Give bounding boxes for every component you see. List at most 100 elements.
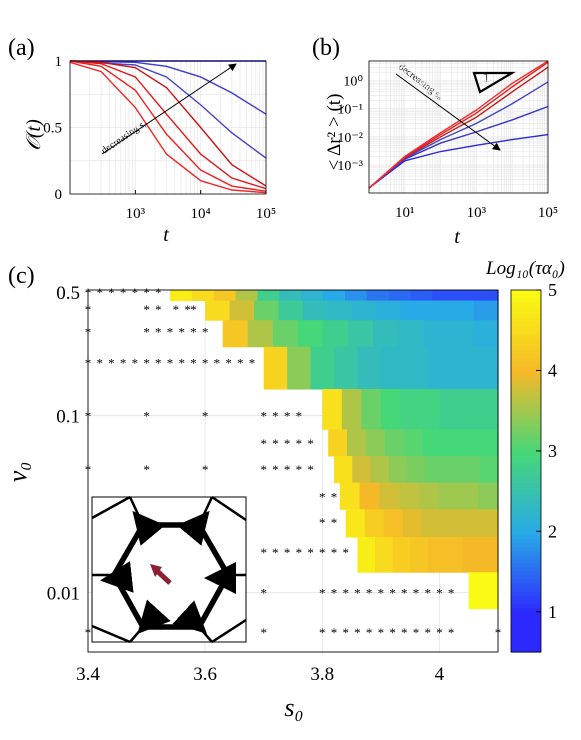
- colorbar-segment: [511, 458, 541, 464]
- c-heat-cell: [472, 320, 499, 348]
- c-heat-cell: [400, 389, 421, 430]
- c-marker: *: [96, 355, 103, 370]
- c-marker: *: [143, 324, 150, 339]
- b-xtick-label: 10⁵: [538, 205, 558, 221]
- c-heat-cell: [287, 346, 312, 390]
- c-heat-cell: [301, 290, 324, 302]
- c-marker: *: [331, 625, 338, 640]
- c-heat-cell: [440, 509, 461, 538]
- c-marker: *: [132, 355, 139, 370]
- b-axes-frame: [368, 60, 549, 194]
- colorbar-segment: [511, 623, 541, 629]
- colorbar-segment: [511, 402, 541, 408]
- c-heat-cell: [302, 300, 328, 321]
- colorbar-segment: [511, 354, 541, 359]
- c-marker: *: [272, 409, 279, 424]
- c-marker: *: [284, 462, 291, 477]
- a-ytick-label: 0: [55, 187, 63, 203]
- c-marker: *: [389, 625, 396, 640]
- c-heat-cell: [479, 429, 499, 457]
- c-heat-cell: [454, 290, 477, 302]
- c-heat-cell: [297, 320, 324, 348]
- c-heat-cell: [379, 482, 400, 510]
- c-heat-cell: [205, 300, 231, 321]
- c-marker: *: [202, 462, 209, 477]
- c-marker: *: [143, 285, 150, 300]
- colorbar-segment: [511, 390, 541, 396]
- colorbar-segment: [511, 434, 541, 440]
- colorbar-segment: [511, 462, 541, 468]
- colorbar-segment: [511, 495, 541, 500]
- colorbar-segment: [511, 306, 541, 311]
- c-heat-cell: [380, 346, 405, 390]
- c-heat-cell: [361, 389, 382, 430]
- c-heat-cell: [235, 290, 259, 302]
- c-heat-cell: [427, 346, 452, 390]
- a-xtick-label: 10⁴: [191, 206, 211, 222]
- colorbar-segment: [511, 615, 541, 621]
- colorbar-segment: [511, 627, 541, 633]
- c-ylabel: v₀: [3, 462, 32, 483]
- c-heat-cell: [345, 509, 366, 538]
- c-heat-cell: [352, 456, 372, 484]
- colorbar-segment: [511, 631, 541, 637]
- c-marker: *: [378, 625, 385, 640]
- colorbar-segment: [511, 338, 541, 343]
- colorbar-segment: [511, 635, 541, 641]
- c-heat-cell: [478, 509, 499, 538]
- inset-arrow-center-head: [150, 564, 162, 577]
- c-heat-cell: [399, 482, 420, 510]
- c-heat-cell: [322, 320, 349, 348]
- c-marker: *: [401, 586, 408, 601]
- c-heat-cell: [278, 300, 304, 321]
- c-heat-cell: [351, 300, 377, 321]
- b-xtick-label: 10³: [467, 205, 487, 221]
- a-ylabel: 𝒪(t): [23, 119, 45, 151]
- colorbar-segment: [511, 350, 541, 355]
- b-series-3: [368, 66, 549, 189]
- colorbar-segment: [511, 483, 541, 488]
- c-heat-cell: [476, 290, 499, 302]
- c-heat-cell: [427, 537, 446, 573]
- a-ytick-label: 0.5: [43, 121, 62, 137]
- c-xlabel: s₀: [284, 693, 303, 722]
- c-heat-cell: [364, 509, 385, 538]
- c-heat-cell: [344, 290, 368, 302]
- c-marker: *: [190, 302, 197, 317]
- c-heat-cell: [279, 290, 302, 302]
- c-heat-cell: [357, 537, 376, 573]
- colorbar-segment: [511, 503, 541, 508]
- colorbar-segment: [511, 298, 541, 303]
- colorbar-segment: [511, 346, 541, 351]
- c-heat-cell: [451, 346, 476, 390]
- colorbar-segment: [511, 450, 541, 456]
- c-heat-cell: [425, 456, 444, 484]
- inset-arrow-blue: [132, 510, 166, 546]
- c-heat-cell: [410, 537, 429, 573]
- colorbar-segment: [511, 535, 541, 540]
- colorbar-segment: [511, 611, 541, 617]
- c-xtick-label: 3.4: [76, 664, 100, 685]
- panel-label-c: (c): [8, 263, 35, 289]
- c-marker: *: [155, 302, 162, 317]
- c-marker: *: [260, 436, 267, 451]
- c-marker: *: [120, 355, 127, 370]
- c-heat-cell: [328, 429, 348, 457]
- c-heat-cell: [422, 320, 449, 348]
- colorbar-segment: [511, 430, 541, 436]
- b-ytick-label: 10⁻³: [337, 159, 363, 174]
- a-axes-frame: [69, 60, 267, 195]
- c-marker: *: [448, 625, 455, 640]
- colorbar-segment: [511, 599, 541, 605]
- c-heat-cell: [402, 509, 423, 538]
- colorbar-segment: [511, 639, 541, 645]
- inset-hexagon-diagram: [91, 495, 247, 644]
- c-heat-cell: [370, 456, 390, 484]
- c-heat-cell: [439, 389, 460, 430]
- c-marker: *: [143, 409, 150, 424]
- c-heat-cell: [479, 456, 499, 484]
- colorbar-segment: [511, 575, 541, 581]
- b-xlabel: t: [454, 226, 460, 248]
- c-marker: *: [284, 545, 291, 560]
